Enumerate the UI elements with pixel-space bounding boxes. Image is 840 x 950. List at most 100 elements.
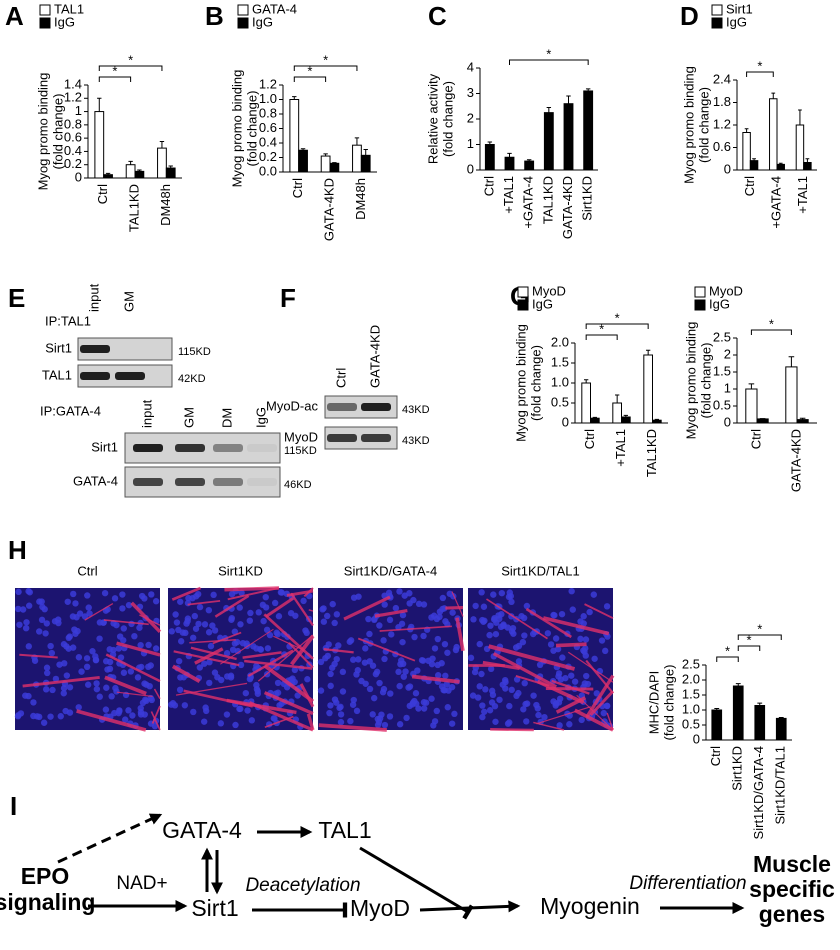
nucleus (76, 610, 84, 617)
nucleus (482, 686, 489, 693)
x-tick-label: Sirt1KD (580, 176, 595, 221)
nucleus (590, 591, 597, 598)
nucleus (35, 713, 43, 721)
nucleus (148, 591, 155, 598)
nucleus (470, 616, 477, 623)
nucleus (386, 616, 394, 624)
nucleus (262, 593, 269, 601)
myotube (533, 721, 565, 731)
size-label: 43KD (402, 404, 430, 416)
nucleus (444, 649, 451, 656)
nucleus (250, 643, 257, 650)
nucleus (523, 602, 531, 610)
nucleus (474, 694, 482, 701)
nucleus (493, 619, 500, 626)
y-tick-label: 0.6 (713, 139, 731, 154)
nucleus (122, 716, 129, 723)
nucleus (145, 641, 152, 649)
nucleus (583, 672, 590, 680)
nucleus (472, 602, 479, 610)
error-bar (300, 148, 306, 151)
blot-band (80, 372, 110, 380)
nucleus (428, 660, 436, 668)
nucleus (111, 709, 118, 717)
y-axis-label: (fold change) (698, 343, 713, 419)
error-bar (735, 683, 741, 686)
y-tick-label: 2.0 (682, 671, 700, 686)
nucleus (415, 705, 422, 712)
nucleus (30, 699, 37, 706)
nucleus (598, 637, 606, 644)
error-bar (105, 172, 111, 175)
nucleus (83, 655, 91, 662)
nucleus (374, 715, 381, 723)
bar (134, 170, 145, 179)
y-tick-label: 0.8 (259, 105, 277, 120)
nucleus (320, 618, 328, 625)
error-bar (97, 97, 102, 112)
significance-bracket (293, 65, 358, 71)
nucleus (373, 668, 381, 676)
lane-label: Ctrl (333, 368, 348, 388)
nucleus (436, 613, 443, 621)
nucleus (200, 718, 208, 725)
nucleus (508, 686, 515, 694)
nucleus (529, 630, 537, 638)
nucleus (530, 692, 537, 699)
size-label: 43KD (402, 435, 430, 447)
row-label: Sirt1 (91, 439, 118, 454)
nucleus (396, 682, 403, 690)
nucleus (234, 647, 242, 655)
myotube (323, 648, 354, 654)
lane-label: GM (181, 407, 196, 428)
nucleus (355, 656, 362, 663)
legend-swatch (711, 17, 723, 29)
error-bar (654, 418, 660, 421)
nucleus (337, 718, 345, 726)
bar (165, 167, 176, 179)
nucleus (190, 708, 197, 716)
significance-bracket (98, 65, 163, 71)
error-bar (798, 109, 802, 125)
nucleus (362, 645, 369, 652)
y-axis-label: Myog promo binding (513, 324, 528, 442)
nucleus (146, 682, 153, 690)
y-tick-label: 0 (75, 169, 82, 184)
nucleus (65, 634, 72, 642)
nucleus (476, 683, 483, 690)
nucleus (397, 660, 404, 668)
nucleus (410, 596, 417, 604)
legend-swatch (517, 299, 529, 311)
nucleus (380, 685, 388, 693)
nucleus (420, 705, 428, 712)
error-bar (292, 96, 297, 100)
bar (652, 419, 662, 424)
nucleus (580, 647, 587, 654)
significance-label: * (599, 321, 604, 336)
nucleus (85, 604, 92, 611)
significance-label: * (746, 632, 751, 647)
myotube (290, 592, 314, 627)
nucleus (406, 590, 413, 597)
nucleus (467, 654, 475, 662)
y-tick-label: 2.5 (713, 329, 731, 344)
x-tick-label: DM48h (353, 178, 368, 220)
x-tick-label: +TAL1 (795, 176, 810, 214)
row-label: MyoD (284, 429, 318, 444)
nucleus (326, 709, 333, 717)
blot-band (327, 403, 357, 411)
legend-label: GATA-4 (252, 1, 297, 16)
nucleus (69, 644, 77, 651)
nucleus (39, 603, 46, 611)
myotube (263, 691, 314, 716)
nucleus (339, 688, 347, 695)
significance-label: * (112, 63, 117, 78)
nucleus (369, 711, 376, 718)
y-axis-label: (fold change) (661, 665, 676, 741)
myotube (542, 616, 610, 636)
nucleus (581, 680, 589, 687)
nucleus (387, 690, 394, 697)
x-tick-label: TAL1KD (126, 184, 141, 232)
legend-label: IgG (252, 14, 273, 29)
nucleus (337, 711, 345, 718)
